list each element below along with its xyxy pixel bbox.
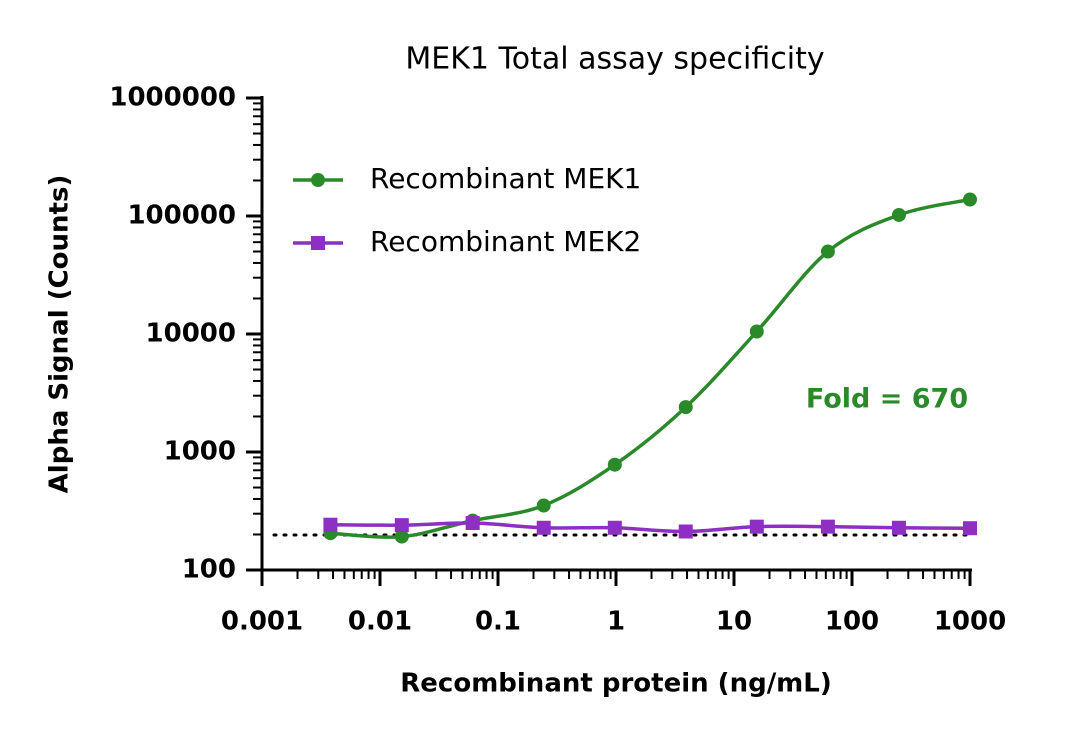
y-tick-label: 100 bbox=[182, 555, 236, 585]
data-point bbox=[963, 521, 977, 536]
data-point bbox=[749, 324, 764, 339]
y-tick-label: 1000000 bbox=[109, 83, 236, 113]
y-tick-label: 100000 bbox=[127, 201, 236, 231]
data-point bbox=[678, 400, 693, 415]
x-tick-label: 0.001 bbox=[221, 607, 303, 637]
y-axis-title: Alpha Signal (Counts) bbox=[45, 175, 75, 494]
x-tick-label: 10 bbox=[716, 607, 752, 637]
x-axis-title: Recombinant protein (ng/mL) bbox=[400, 669, 831, 699]
data-point bbox=[820, 244, 835, 259]
data-point bbox=[820, 519, 835, 534]
legend-marker bbox=[311, 173, 325, 187]
data-point bbox=[323, 517, 338, 532]
y-tick-label: 10000 bbox=[146, 319, 236, 349]
data-point bbox=[891, 520, 906, 535]
x-tick-label: 0.1 bbox=[475, 607, 521, 637]
legend-label: Recombinant MEK2 bbox=[370, 225, 641, 258]
data-point bbox=[678, 524, 693, 539]
x-tick-label: 1 bbox=[607, 607, 625, 637]
data-point bbox=[536, 520, 551, 535]
x-tick-label: 0.01 bbox=[348, 607, 412, 637]
data-point bbox=[394, 518, 409, 533]
y-tick-label: 1000 bbox=[164, 437, 236, 467]
legend-marker bbox=[311, 236, 325, 250]
data-point bbox=[963, 192, 977, 207]
x-tick-label: 100 bbox=[825, 607, 879, 637]
data-point bbox=[394, 529, 409, 544]
series-line bbox=[330, 197, 971, 539]
chart-title: MEK1 Total assay specificity bbox=[405, 42, 824, 77]
data-point bbox=[607, 457, 622, 472]
x-tick-label: 1000 bbox=[934, 607, 1006, 637]
data-point bbox=[607, 520, 622, 535]
data-point bbox=[465, 516, 480, 531]
series-line bbox=[330, 521, 971, 534]
data-point bbox=[891, 207, 906, 222]
data-point bbox=[536, 498, 551, 513]
data-point bbox=[749, 519, 764, 534]
legend-label: Recombinant MEK1 bbox=[370, 162, 641, 195]
annotation: Fold = 670 bbox=[806, 384, 968, 415]
